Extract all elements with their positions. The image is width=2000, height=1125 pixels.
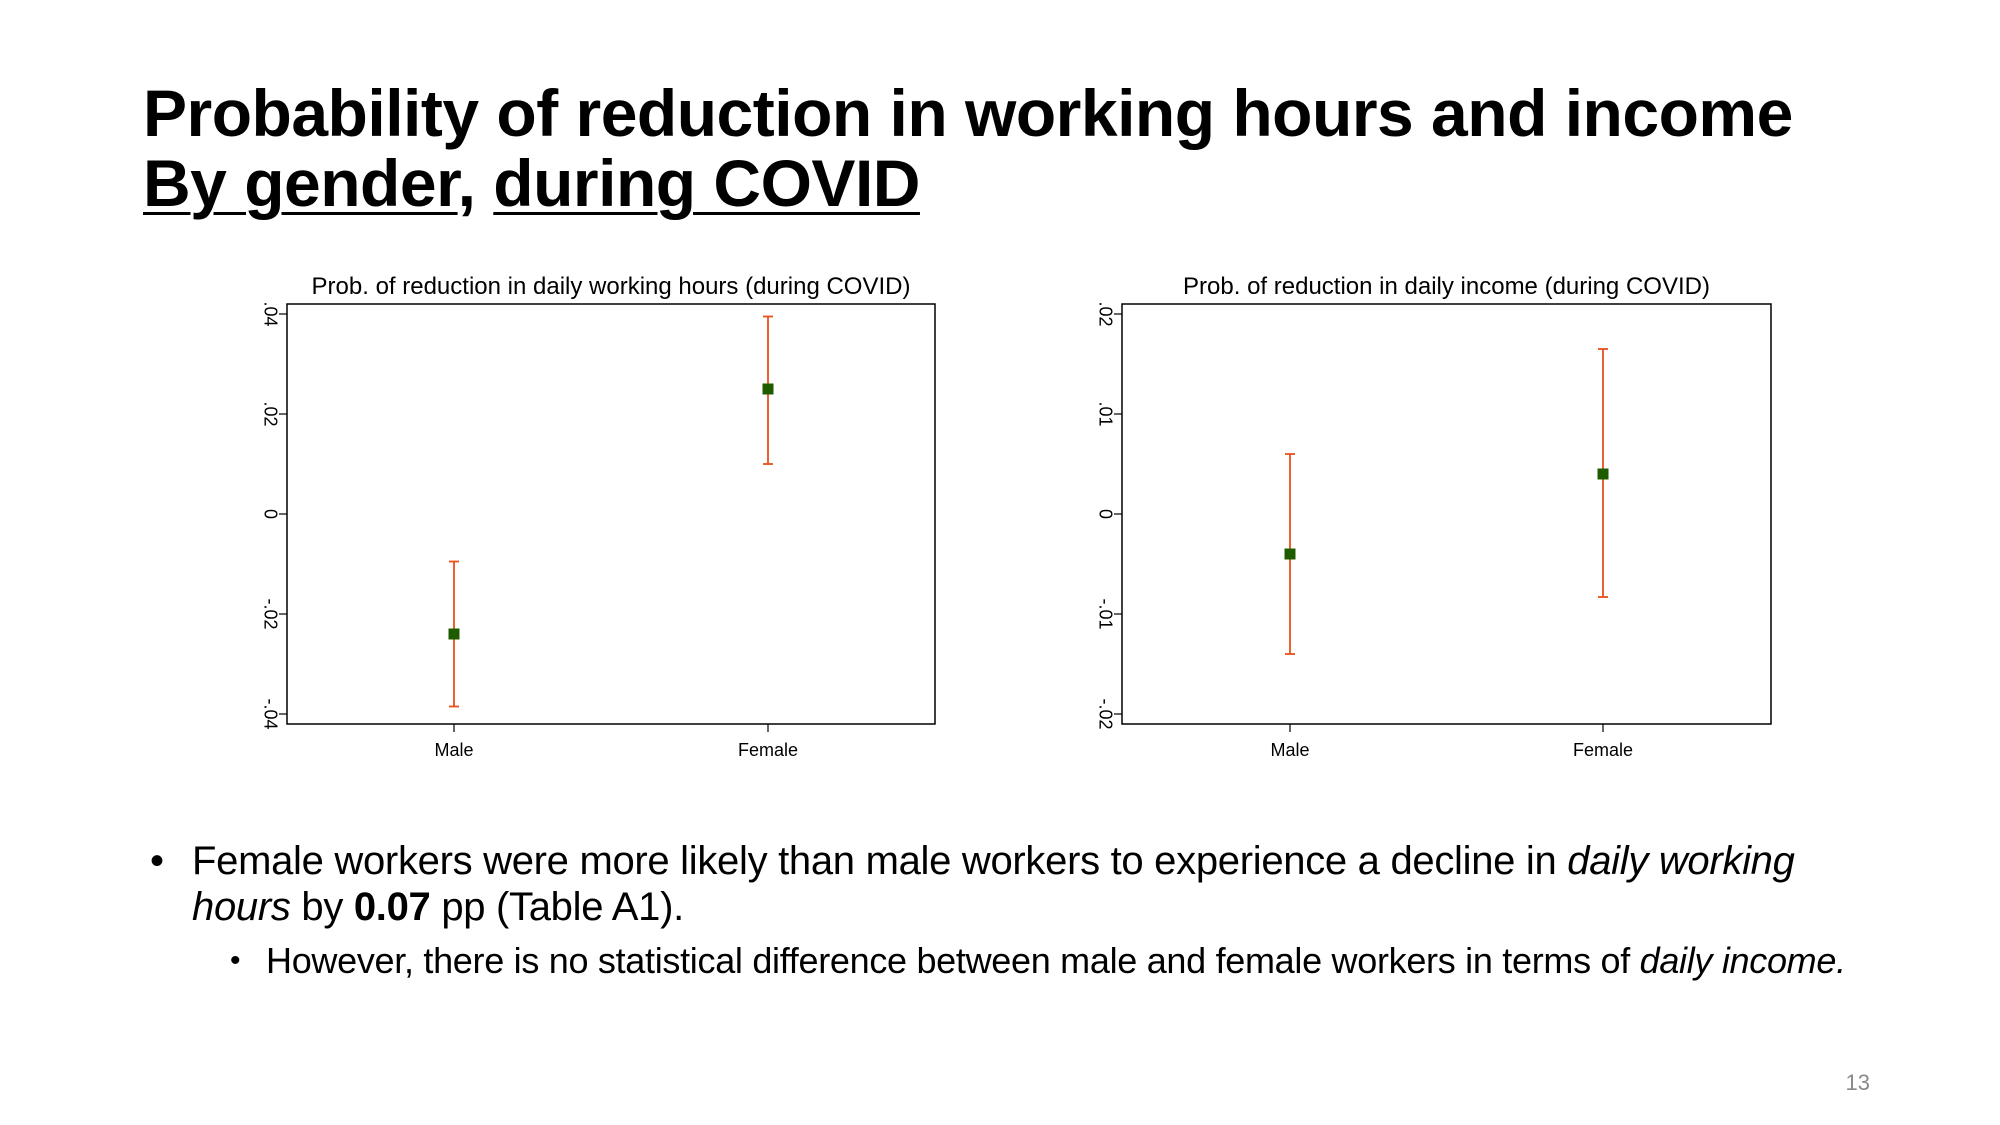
bullet-dot-icon: • — [150, 839, 164, 883]
title-line-1: Probability of reduction in working hour… — [143, 76, 1793, 150]
bullet-item-1: • Female workers were more likely than m… — [150, 838, 1870, 930]
chart-2-xtick-label: Male — [1270, 740, 1309, 760]
chart-1-ytick-label: -.04 — [260, 698, 280, 729]
chart-2-point — [1284, 548, 1296, 560]
chart-1-ytick-label: -.02 — [260, 598, 280, 629]
chart-1-xtick-label: Female — [738, 740, 798, 760]
chart-1-ytick-label: 0 — [260, 509, 280, 519]
charts-area: Prob. of reduction in daily working hour… — [260, 273, 1772, 760]
bullet-1-tail: pp (Table A1). — [430, 885, 684, 929]
chart-1-title: Prob. of reduction in daily working hour… — [312, 273, 911, 300]
bullet-list: • Female workers were more likely than m… — [150, 838, 1870, 982]
title-comma: , — [457, 146, 494, 220]
chart-1-ytick-label: .02 — [260, 401, 280, 426]
bullet-1-by: by — [290, 885, 354, 929]
bullet-1-bold-value: 0.07 — [353, 885, 431, 929]
slide-title: Probability of reduction in working hour… — [143, 78, 1943, 218]
chart-2-ytick-label: .01 — [1095, 401, 1115, 426]
title-by-gender: By gender — [143, 146, 458, 220]
chart-1-xtick-label: Male — [434, 740, 473, 760]
page-number: 13 — [1845, 1070, 1870, 1095]
chart-2-ytick-label: -.01 — [1095, 598, 1115, 629]
bullet-item-2: • However, there is no statistical diffe… — [230, 940, 1870, 982]
chart-1-point — [762, 383, 774, 395]
chart-2-title: Prob. of reduction in daily income (duri… — [1183, 273, 1710, 300]
title-during-covid: during COVID — [493, 146, 920, 220]
chart-2-point — [1597, 468, 1609, 480]
bullet-dot-icon: • — [230, 944, 241, 977]
bullet-1-text: Female workers were more likely than mal… — [192, 839, 1568, 883]
chart-2-xtick-label: Female — [1573, 740, 1633, 760]
bullet-1-italic: daily working hours — [192, 839, 1795, 929]
chart-2-ytick-label: 0 — [1095, 509, 1115, 519]
chart-1-ytick-label: .04 — [260, 301, 280, 326]
chart-2-ytick-label: -.02 — [1095, 698, 1115, 729]
chart-1-frame — [286, 303, 936, 725]
chart-1-point — [448, 628, 460, 640]
bullet-2-italic: daily income. — [1639, 940, 1847, 981]
chart-2-ytick-label: .02 — [1095, 301, 1115, 326]
bullet-2-text: However, there is no statistical differe… — [266, 940, 1640, 981]
chart-2-frame — [1121, 303, 1772, 725]
